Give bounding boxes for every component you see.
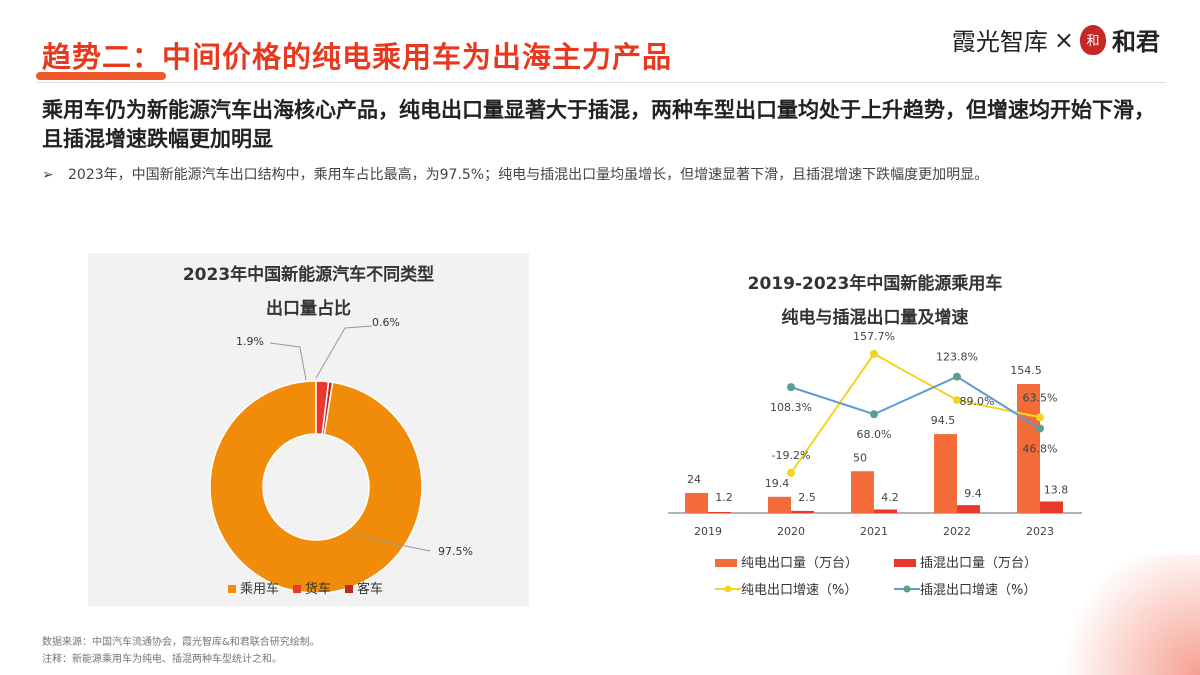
brand-right: 和君	[1112, 28, 1160, 56]
legend-label: 插混出口量（万台）	[920, 556, 1038, 571]
bar-pure-label: 50	[853, 451, 867, 464]
decorative-glow	[1060, 555, 1200, 675]
bar-pure-2019	[685, 492, 708, 513]
divider	[36, 82, 1166, 83]
legend-label: 客车	[357, 582, 384, 597]
pie-title-line2: 出口量占比	[266, 299, 351, 319]
legend-swatch	[293, 585, 302, 593]
heading: 乘用车仍为新能源汽车出海核心产品，纯电出口量显著大于插混，两种车型出口量均处于上…	[42, 98, 1155, 151]
legend-label: 纯电出口增速（%）	[741, 583, 858, 598]
pure-growth-label: 89.0%	[960, 395, 995, 408]
hybrid-growth-point	[1036, 424, 1044, 433]
x-tick-label: 2020	[777, 525, 805, 538]
bar-legend: 纯电出口量（万台） 插混出口量（万台） 纯电出口增速（%） 插混出口增速（%）	[715, 552, 1075, 598]
legend-swatch	[894, 559, 916, 567]
bar-hybrid-2022	[957, 505, 980, 513]
bar-hybrid-2019	[708, 511, 731, 513]
pure-growth-label: 157.7%	[853, 330, 895, 343]
bar-hybrid-label: 13.8	[1044, 483, 1069, 496]
bar-hybrid-2020	[791, 510, 814, 513]
brand-x: ×	[1053, 25, 1074, 54]
bar-title-line2: 纯电与插混出口量及增速	[781, 308, 969, 328]
bar-pure-2021	[851, 471, 874, 513]
x-tick-label: 2022	[943, 525, 971, 538]
hybrid-growth-label: 68.0%	[857, 428, 892, 441]
legend-item-1: 货车	[293, 578, 331, 597]
bar-pure-2022	[934, 434, 957, 513]
hybrid-growth-point	[953, 372, 961, 381]
legend-item-2: 纯电出口增速（%）	[715, 579, 880, 598]
slide-title: 趋势二：中间价格的纯电乘用车为出海主力产品	[42, 40, 673, 74]
pie-title: 2023年中国新能源汽车不同类型 出口量占比	[88, 258, 529, 326]
leader-line	[351, 534, 431, 552]
legend-label: 货车	[305, 582, 332, 597]
legend-label: 纯电出口量（万台）	[741, 556, 859, 571]
legend-item-2: 客车	[345, 578, 383, 597]
bar-hybrid-2021	[874, 509, 897, 513]
donut-slice-2	[321, 380, 334, 436]
bar-hybrid-label: 4.2	[881, 491, 899, 504]
hybrid-growth-label: 123.8%	[936, 351, 978, 364]
pure-growth-point	[787, 468, 795, 477]
slice-label-0: 97.5%	[438, 545, 473, 558]
bar-hybrid-label: 2.5	[798, 491, 816, 504]
hybrid-growth-point	[787, 383, 795, 392]
hybrid-growth-point	[870, 410, 878, 419]
legend-item-3: 插混出口增速（%）	[894, 579, 1059, 598]
pie-legend: 乘用车 货车 客车	[228, 578, 383, 597]
leader-line	[315, 325, 373, 379]
hybrid-growth-label: 46.8%	[1023, 443, 1058, 456]
note: 注释：新能源乘用车为纯电、插混两种车型统计之和。	[42, 654, 282, 665]
slice-label-2: 0.6%	[372, 316, 400, 329]
x-tick-label: 2019	[694, 525, 722, 538]
legend-label: 乘用车	[240, 582, 280, 597]
brand-logo: 霞光智库 × 和 和君	[952, 22, 1160, 57]
source-note: 数据来源：中国汽车流通协会，霞光智库&和君联合研究绘制。	[42, 637, 320, 648]
pure-growth-line	[790, 352, 1041, 474]
title-underline	[36, 72, 166, 80]
pie-title-line1: 2023年中国新能源汽车不同类型	[182, 265, 435, 285]
legend-swatch	[228, 585, 236, 593]
slice-label-1: 1.9%	[236, 335, 264, 348]
bullet-point: ➢ 2023年，中国新能源汽车出口结构中，乘用车占比最高，为97.5%；纯电与插…	[42, 165, 1152, 186]
pure-growth-point	[870, 349, 878, 358]
bar-title-line1: 2019-2023年中国新能源乘用车	[747, 274, 1003, 294]
bar-pure-label: 94.5	[931, 414, 956, 427]
x-tick-label: 2023	[1026, 525, 1054, 538]
bar-pure-2020	[768, 496, 791, 513]
arrow-bullet-icon: ➢	[42, 167, 54, 183]
legend-line-swatch	[894, 585, 920, 593]
bar-pure-label: 154.5	[1010, 364, 1042, 377]
legend-item-0: 纯电出口量（万台）	[715, 552, 880, 571]
bar-pure-label: 24	[687, 473, 701, 486]
pure-growth-label: 63.5%	[1023, 391, 1058, 404]
x-tick-label: 2021	[860, 525, 888, 538]
pure-growth-point	[953, 396, 961, 405]
pure-growth-point	[1036, 413, 1044, 422]
brand-left: 霞光智库	[951, 28, 1048, 56]
legend-swatch	[715, 559, 737, 567]
donut-slice-0	[209, 380, 423, 594]
bar-title: 2019-2023年中国新能源乘用车 纯电与插混出口量及增速	[700, 267, 1050, 335]
legend-line-swatch	[715, 585, 741, 593]
seal-icon: 和	[1080, 24, 1106, 55]
bar-hybrid-label: 9.4	[964, 487, 982, 500]
legend-swatch	[345, 585, 354, 593]
hybrid-growth-line	[790, 375, 1041, 430]
leader-line	[269, 342, 307, 381]
bar-pure-label: 19.4	[765, 477, 790, 490]
pure-growth-label: -19.2%	[772, 449, 811, 462]
bar-hybrid-label: 1.2	[715, 491, 733, 504]
bar-hybrid-2023	[1040, 501, 1063, 513]
legend-item-1: 插混出口量（万台）	[894, 552, 1059, 571]
bullet-text: 2023年，中国新能源汽车出口结构中，乘用车占比最高，为97.5%；纯电与插混出…	[68, 167, 989, 183]
legend-label: 插混出口增速（%）	[920, 583, 1037, 598]
hybrid-growth-label: 108.3%	[770, 401, 812, 414]
legend-item-0: 乘用车	[228, 578, 279, 597]
footnotes: 数据来源：中国汽车流通协会，霞光智库&和君联合研究绘制。 注释：新能源乘用车为纯…	[42, 634, 320, 668]
